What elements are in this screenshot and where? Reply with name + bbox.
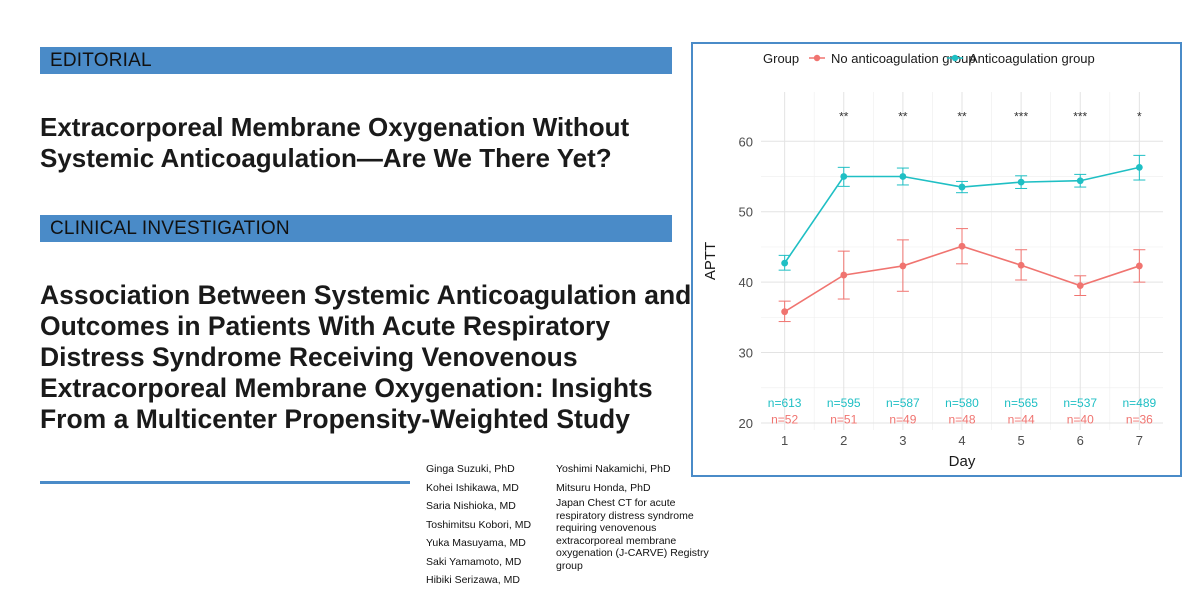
x-tick-label: 4 [958, 433, 965, 448]
x-tick-label: 3 [899, 433, 906, 448]
x-axis-title: Day [949, 453, 976, 470]
y-tick-label: 40 [739, 275, 753, 290]
author-name: Saria Nishioka, MD [426, 500, 516, 512]
sample-size-label: n=580 [945, 396, 979, 410]
significance-marker: ** [957, 110, 967, 124]
data-point [1135, 163, 1143, 171]
y-tick-label: 30 [739, 346, 753, 361]
legend-label: Anticoagulation group [969, 51, 1095, 66]
sample-size-label: n=613 [768, 396, 802, 410]
author-name: Toshimitsu Kobori, MD [426, 518, 532, 531]
editorial-title[interactable]: Extracorporeal Membrane Oxygenation With… [40, 112, 630, 173]
sample-size-label: n=48 [948, 412, 975, 426]
y-tick-label: 50 [739, 205, 753, 220]
sample-size-label: n=36 [1126, 412, 1153, 426]
sample-size-label: n=52 [771, 412, 798, 426]
clinical-title[interactable]: Association Between Systemic Anticoagula… [40, 280, 692, 434]
x-tick-label: 6 [1077, 433, 1084, 448]
sample-size-label: n=587 [886, 396, 920, 410]
y-tick-label: 20 [739, 416, 753, 431]
author-list-right: Yoshimi Nakamichi, PhD Mitsuru Honda, Ph… [556, 460, 671, 497]
data-point [958, 242, 966, 250]
author-name: Hibiki Serizawa, MD [426, 574, 520, 586]
editorial-label: EDITORIAL [50, 50, 152, 71]
legend-key-point [951, 54, 959, 62]
sample-size-label: n=40 [1067, 412, 1094, 426]
author-name: Saki Yamamoto, MD [426, 555, 522, 568]
data-point [1017, 178, 1025, 186]
data-point [840, 271, 848, 279]
author-name: Kohei Ishikawa, MD [426, 481, 519, 494]
sample-size-label: n=489 [1123, 396, 1157, 410]
title-divider [40, 481, 410, 484]
legend-label: No anticoagulation group [831, 51, 976, 66]
legend-key-point [813, 54, 821, 62]
author-name: Ginga Suzuki, PhD [426, 463, 515, 475]
sample-size-label: n=595 [827, 396, 861, 410]
registry-group: Japan Chest CT for acute respiratory dis… [556, 497, 709, 572]
y-axis-title: APTT [702, 242, 719, 280]
sample-size-label: n=44 [1008, 412, 1035, 426]
significance-marker: *** [1073, 110, 1087, 124]
significance-marker: ** [839, 110, 849, 124]
data-point [899, 173, 907, 180]
sample-size-label: n=51 [830, 412, 857, 426]
x-tick-label: 7 [1136, 433, 1143, 448]
clinical-banner: CLINICAL INVESTIGATION [40, 215, 672, 242]
data-point [840, 173, 848, 180]
data-point [1076, 177, 1084, 185]
significance-marker: ** [898, 110, 908, 124]
x-tick-label: 2 [840, 433, 847, 448]
aptt-line-chart: 1 2 3 4 5 6 7 20 30 40 50 60 Day APTT Group No anticoag… [702, 51, 1163, 470]
editorial-banner: EDITORIAL [40, 47, 672, 74]
data-point [899, 262, 907, 270]
sample-size-label: n=565 [1004, 396, 1038, 410]
x-tick-label: 5 [1018, 433, 1025, 448]
author-name: Mitsuru Honda, PhD [556, 481, 651, 494]
aptt-chart-frame: 1 2 3 4 5 6 7 20 30 40 50 60 Day APTT Group No anticoag… [691, 42, 1182, 477]
data-point [1017, 261, 1025, 269]
author-list-left: Ginga Suzuki, PhD Kohei Ishikawa, MD Sar… [426, 460, 531, 590]
data-point [958, 183, 966, 191]
data-point [781, 259, 789, 267]
legend-title: Group [763, 51, 799, 66]
significance-marker: * [1137, 110, 1142, 124]
author-name: Yuka Masuyama, MD [426, 537, 526, 549]
author-name: Yoshimi Nakamichi, PhD [556, 463, 671, 475]
significance-marker: *** [1014, 110, 1028, 124]
data-point [781, 308, 789, 316]
sample-size-label: n=537 [1063, 396, 1097, 410]
sample-size-label: n=49 [889, 412, 916, 426]
x-tick-label: 1 [781, 433, 788, 448]
data-point [1076, 282, 1084, 290]
clinical-label: CLINICAL INVESTIGATION [50, 218, 290, 239]
y-tick-label: 60 [739, 134, 753, 149]
data-point [1135, 262, 1143, 270]
